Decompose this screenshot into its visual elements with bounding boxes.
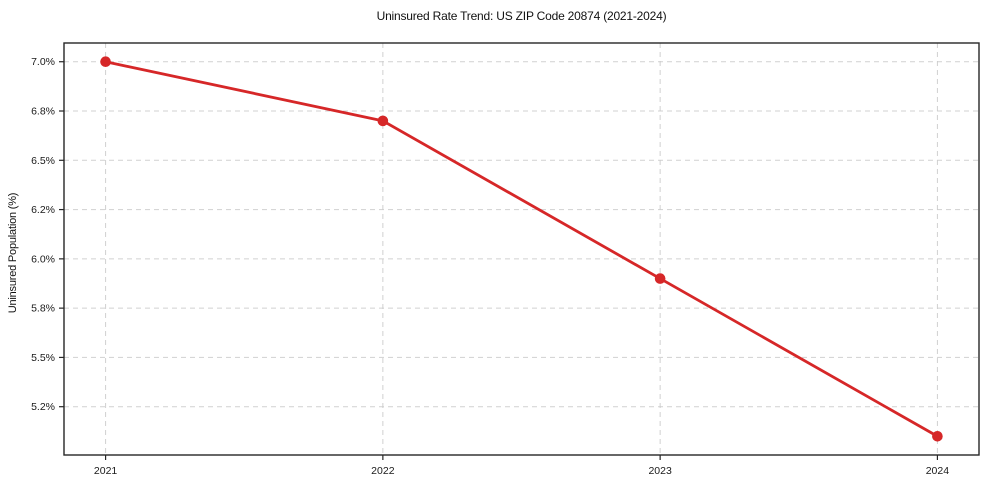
y-tick-label: 6.8% <box>31 106 55 118</box>
y-tick-label: 5.2% <box>31 401 55 413</box>
x-tick-label: 2023 <box>648 465 672 477</box>
y-tick-label: 6.2% <box>31 204 55 216</box>
y-tick-label: 6.0% <box>31 253 55 265</box>
data-point-2021 <box>100 56 111 68</box>
chart-title: Uninsured Rate Trend: US ZIP Code 20874 … <box>376 9 667 23</box>
y-tick-label: 7.0% <box>31 56 55 68</box>
plot-border <box>63 42 980 456</box>
y-tick-label: 5.5% <box>31 352 55 364</box>
data-point-2023 <box>654 273 666 284</box>
x-tick-label: 2021 <box>94 465 118 477</box>
trend-line <box>104 60 939 438</box>
y-tick-label: 5.8% <box>31 303 55 315</box>
data-point-2022 <box>377 115 389 127</box>
y-tick-label: 6.5% <box>31 155 55 167</box>
x-tick-label: 2022 <box>371 465 395 477</box>
data-point-2024 <box>932 430 943 442</box>
x-tick-label: 2024 <box>926 465 950 477</box>
